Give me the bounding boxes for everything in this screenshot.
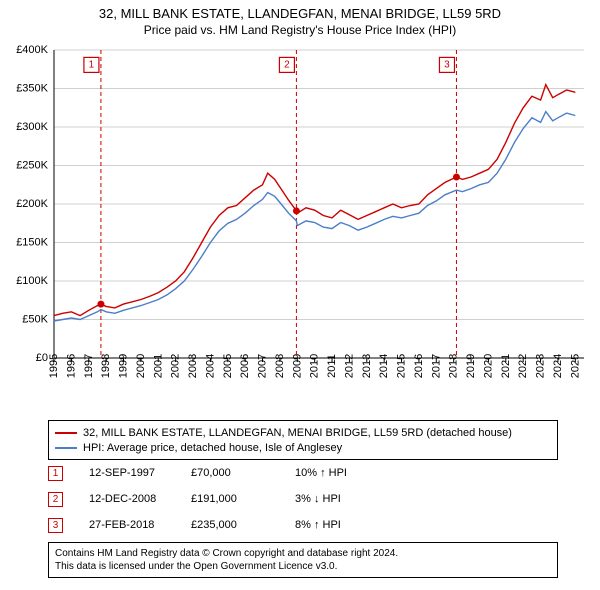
svg-text:2006: 2006 — [239, 354, 251, 378]
svg-text:2024: 2024 — [552, 354, 564, 378]
svg-text:£100K: £100K — [16, 275, 48, 287]
chart-area: £0 £50K £100K £150K £200K £250K £300K £350K £400… — [0, 44, 600, 416]
sale-marker: 1 — [48, 466, 63, 481]
legend: 32, MILL BANK ESTATE, LLANDEGFAN, MENAI … — [48, 420, 558, 460]
svg-text:2014: 2014 — [378, 354, 390, 378]
svg-text:2018: 2018 — [448, 354, 460, 378]
legend-item: HPI: Average price, detached house, Isle… — [55, 440, 551, 455]
svg-text:2013: 2013 — [361, 354, 373, 378]
svg-text:2003: 2003 — [187, 354, 199, 378]
sale-price: £235,000 — [191, 519, 291, 531]
legend-swatch — [55, 432, 77, 434]
sales-table: 1 12-SEP-1997 £70,000 10% ↑ HPI 2 12-DEC-2008… — [48, 460, 558, 538]
svg-text:2011: 2011 — [326, 354, 338, 378]
svg-text:1997: 1997 — [83, 354, 95, 378]
svg-text:£50K: £50K — [22, 313, 48, 325]
attribution-footer: Contains HM Land Registry data © Crown c… — [48, 542, 558, 578]
sale-date: 27-FEB-2018 — [67, 519, 187, 531]
svg-text:£0: £0 — [36, 352, 48, 364]
svg-text:2012: 2012 — [343, 354, 355, 378]
svg-text:2015: 2015 — [396, 354, 408, 378]
sale-diff: 8% ↑ HPI — [295, 519, 415, 531]
sale-row: 2 12-DEC-2008 £191,000 3% ↓ HPI — [48, 486, 558, 512]
svg-text:2016: 2016 — [413, 354, 425, 378]
svg-text:3: 3 — [444, 59, 450, 70]
svg-text:2009: 2009 — [291, 354, 303, 378]
svg-text:2008: 2008 — [274, 354, 286, 378]
sale-row: 1 12-SEP-1997 £70,000 10% ↑ HPI — [48, 460, 558, 486]
svg-text:£250K: £250K — [16, 159, 48, 171]
svg-text:£350K: £350K — [16, 82, 48, 94]
sale-marker: 3 — [48, 518, 63, 533]
svg-text:1996: 1996 — [65, 354, 77, 378]
svg-text:2022: 2022 — [517, 354, 529, 378]
svg-text:2002: 2002 — [170, 354, 182, 378]
svg-text:2001: 2001 — [152, 354, 164, 378]
legend-label: 32, MILL BANK ESTATE, LLANDEGFAN, MENAI … — [83, 427, 512, 439]
svg-text:2000: 2000 — [135, 354, 147, 378]
svg-text:2005: 2005 — [222, 354, 234, 378]
svg-text:1: 1 — [89, 59, 95, 70]
sale-row: 3 27-FEB-2018 £235,000 8% ↑ HPI — [48, 512, 558, 538]
sale-price: £191,000 — [191, 493, 291, 505]
footer-line-1: Contains HM Land Registry data © Crown c… — [55, 547, 551, 560]
svg-text:£150K: £150K — [16, 236, 48, 248]
svg-text:2: 2 — [284, 59, 290, 70]
chart-titles: 32, MILL BANK ESTATE, LLANDEGFAN, MENAI … — [0, 0, 600, 37]
svg-text:1998: 1998 — [100, 354, 112, 378]
price-chart: £0 £50K £100K £150K £200K £250K £300K £350K £400… — [0, 44, 600, 416]
sale-marker: 2 — [48, 492, 63, 507]
legend-swatch — [55, 447, 77, 449]
sale-date: 12-DEC-2008 — [67, 493, 187, 505]
svg-text:2020: 2020 — [482, 354, 494, 378]
svg-text:£200K: £200K — [16, 198, 48, 210]
chart-subtitle: Price paid vs. HM Land Registry's House … — [0, 23, 600, 37]
svg-text:2017: 2017 — [430, 354, 442, 378]
svg-text:2007: 2007 — [257, 354, 269, 378]
legend-item: 32, MILL BANK ESTATE, LLANDEGFAN, MENAI … — [55, 425, 551, 440]
svg-text:2010: 2010 — [309, 354, 321, 378]
svg-text:2025: 2025 — [569, 354, 581, 378]
chart-title: 32, MILL BANK ESTATE, LLANDEGFAN, MENAI … — [0, 6, 600, 21]
svg-text:2021: 2021 — [500, 354, 512, 378]
legend-label: HPI: Average price, detached house, Isle… — [83, 442, 342, 454]
svg-text:1999: 1999 — [118, 354, 130, 378]
svg-text:2019: 2019 — [465, 354, 477, 378]
svg-text:2023: 2023 — [535, 354, 547, 378]
svg-text:£300K: £300K — [16, 121, 48, 133]
footer-line-2: This data is licensed under the Open Gov… — [55, 560, 551, 573]
svg-text:2004: 2004 — [204, 354, 216, 378]
sale-price: £70,000 — [191, 467, 291, 479]
svg-text:1995: 1995 — [48, 354, 60, 378]
sale-date: 12-SEP-1997 — [67, 467, 187, 479]
sale-diff: 3% ↓ HPI — [295, 493, 415, 505]
sale-diff: 10% ↑ HPI — [295, 467, 415, 479]
svg-text:£400K: £400K — [16, 44, 48, 56]
